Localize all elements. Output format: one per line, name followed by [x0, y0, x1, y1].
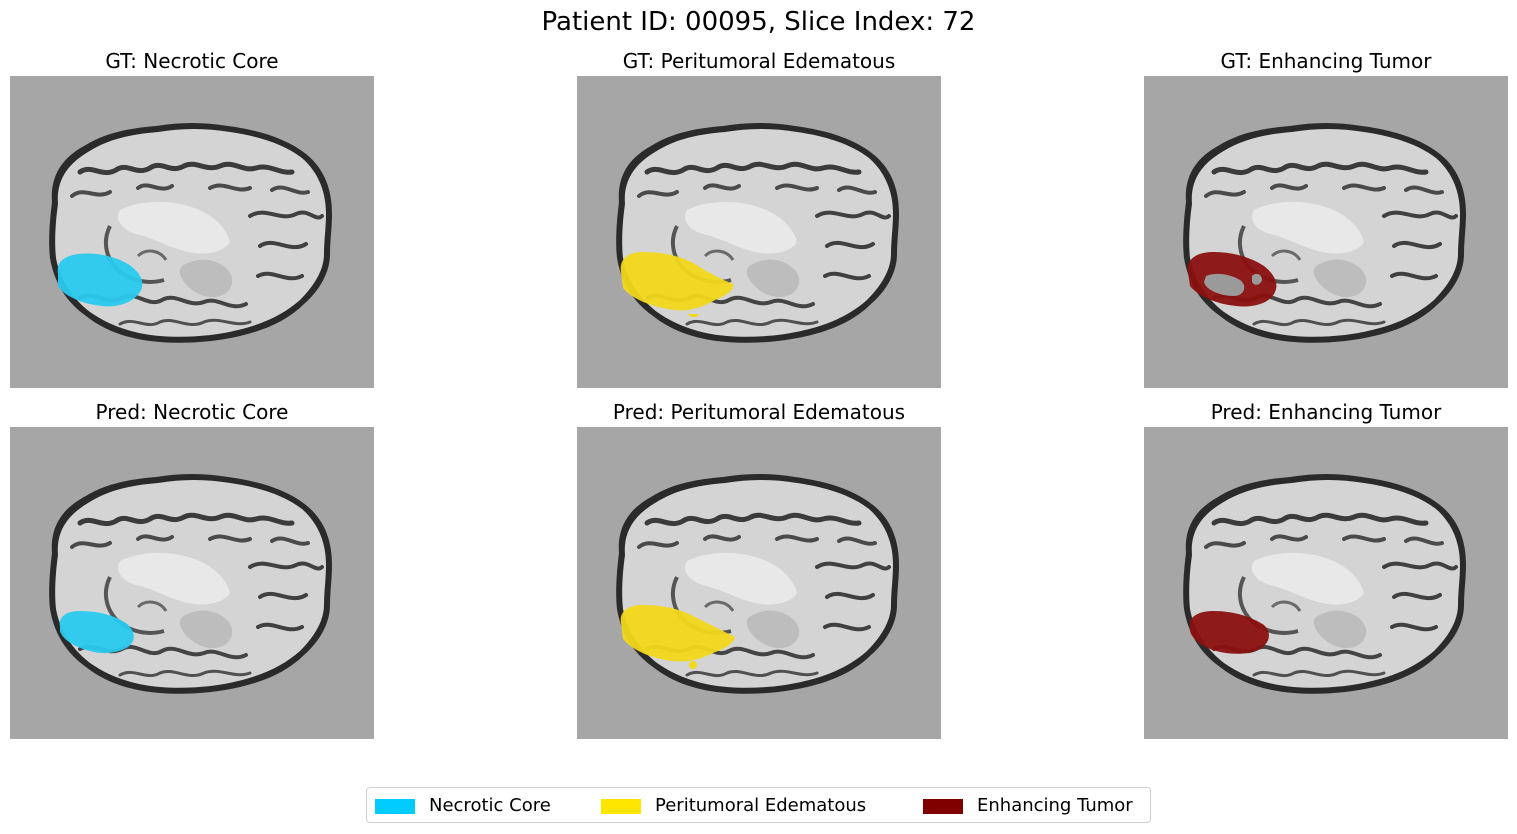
panel-title: GT: Necrotic Core [105, 49, 279, 73]
segmentation-overlay [1189, 611, 1269, 654]
legend-swatch [923, 798, 963, 814]
legend-label: Necrotic Core [429, 795, 551, 816]
mri-slice-image [10, 427, 374, 739]
legend-item-peritumoral-edematous: Peritumoral Edematous [601, 788, 866, 824]
segmentation-overlay [620, 605, 735, 662]
mri-slice-image [577, 76, 941, 388]
legend-swatch [375, 798, 415, 814]
mri-slice-image [577, 427, 941, 739]
legend-item-necrotic-core: Necrotic Core [375, 788, 551, 824]
panel-title: Pred: Enhancing Tumor [1210, 400, 1442, 424]
panel-title: Pred: Peritumoral Edematous [612, 400, 906, 424]
figure-title: Patient ID: 00095, Slice Index: 72 [541, 7, 976, 37]
segmentation-overlay [620, 252, 734, 311]
mri-slice-image [1144, 76, 1508, 388]
panel-title: Pred: Necrotic Core [95, 400, 289, 424]
segmentation-overlay [59, 611, 134, 654]
legend-swatch [601, 798, 641, 814]
panel-title: GT: Peritumoral Edematous [622, 49, 896, 73]
legend-label: Peritumoral Edematous [655, 795, 867, 816]
legend-item-enhancing-tumor: Enhancing Tumor [923, 788, 1133, 824]
segmentation-overlay [57, 253, 143, 307]
panel-title: GT: Enhancing Tumor [1220, 49, 1432, 73]
legend-label: Enhancing Tumor [977, 795, 1133, 816]
legend: Necrotic Core Peritumoral Edematous Enha… [366, 787, 1151, 823]
mri-slice-image [10, 76, 374, 388]
mri-slice-image [1144, 427, 1508, 739]
